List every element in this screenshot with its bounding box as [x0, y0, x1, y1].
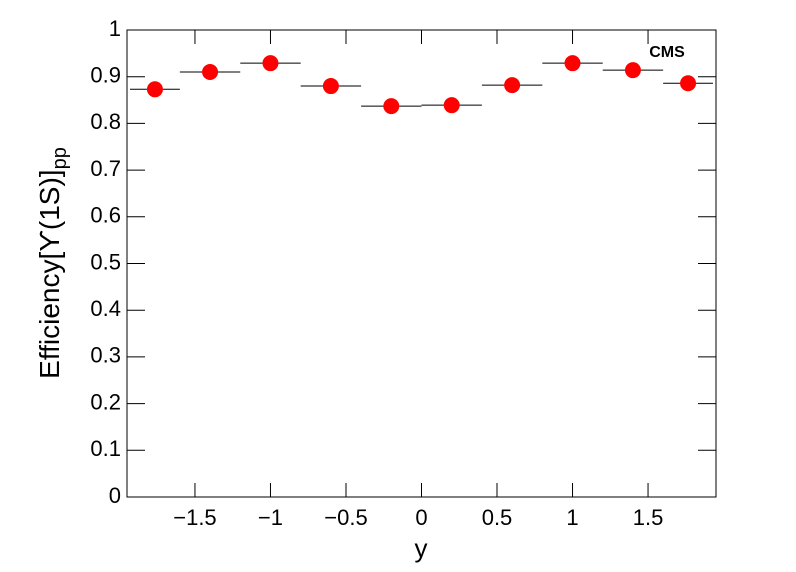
x-tick-label: −1 — [258, 505, 283, 530]
data-point — [564, 55, 581, 72]
x-tick-label: 1 — [566, 505, 578, 530]
y-label-subscript: pp — [49, 147, 71, 169]
y-tick-label: 0.4 — [90, 296, 121, 321]
y-tick-label: 0.3 — [90, 343, 121, 368]
y-tick-label: 1 — [109, 16, 121, 41]
y-tick-label: 0.9 — [90, 63, 121, 88]
y-tick-label: 0.8 — [90, 109, 121, 134]
y-tick-label: 0.1 — [90, 436, 121, 461]
y-tick-label: 0.2 — [90, 389, 121, 414]
x-axis-label: y — [415, 533, 428, 563]
y-axis-label: Efficiency[ϒ(1S)]pp — [34, 147, 71, 379]
y-tick-label: 0.6 — [90, 203, 121, 228]
x-tick-label: 0.5 — [482, 505, 513, 530]
x-tick-label: 1.5 — [633, 505, 664, 530]
data-point — [504, 77, 521, 94]
data-point — [680, 75, 697, 92]
y-tick-label: 0 — [109, 483, 121, 508]
data-point — [624, 62, 641, 79]
data-point — [146, 81, 163, 98]
annotation: CMS — [649, 44, 685, 61]
data-point — [262, 55, 279, 72]
x-tick-label: 0 — [415, 505, 427, 530]
data-point — [202, 64, 219, 81]
data-point — [322, 78, 339, 95]
data-point — [443, 97, 460, 114]
y-tick-label: 0.7 — [90, 156, 121, 181]
y-tick-label: 0.5 — [90, 249, 121, 274]
x-tick-label: −0.5 — [324, 505, 367, 530]
x-tick-label: −1.5 — [173, 505, 216, 530]
data-point — [383, 98, 400, 115]
y-label-main: Efficiency[ϒ(1S)] — [34, 169, 65, 378]
plot-frame — [126, 29, 717, 498]
